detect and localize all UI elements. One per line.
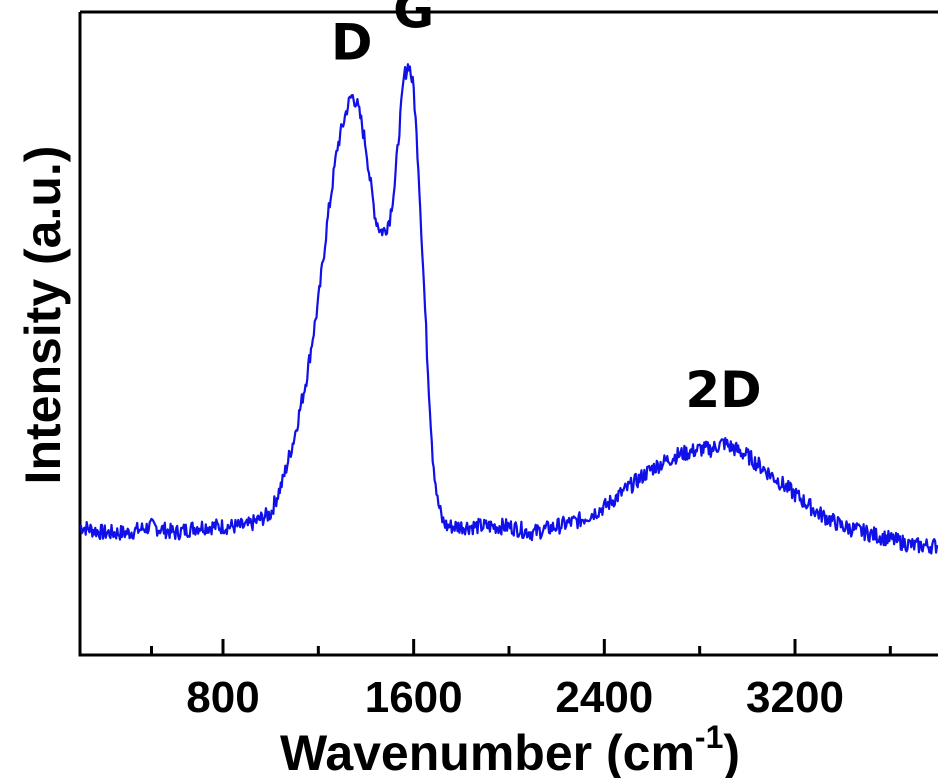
x-axis-title-close: ) [723,725,740,778]
plot-area [80,64,938,553]
peak-label: G [393,0,434,39]
spectrum-line [80,64,938,553]
axis-frame [80,12,938,655]
x-tick-label: 1600 [365,673,463,722]
x-axis-title-main: Wavenumber (cm [280,725,695,778]
x-tick-label: 800 [186,673,259,722]
peak-annotations: DG 2D [331,0,762,419]
x-tick-labels: 800 1600 2400 3200 [186,673,844,722]
x-axis-title-superscript: -1 [695,719,723,755]
x-tick-label: 3200 [746,673,844,722]
axes [80,12,938,655]
peak-label: 2D [685,361,761,419]
x-axis-title: Wavenumber (cm-1) [280,719,740,778]
x-ticks [152,639,891,655]
y-axis-title: Intensity (a.u.) [15,146,71,485]
x-tick-label: 2400 [555,673,653,722]
peak-label: D [331,14,373,72]
